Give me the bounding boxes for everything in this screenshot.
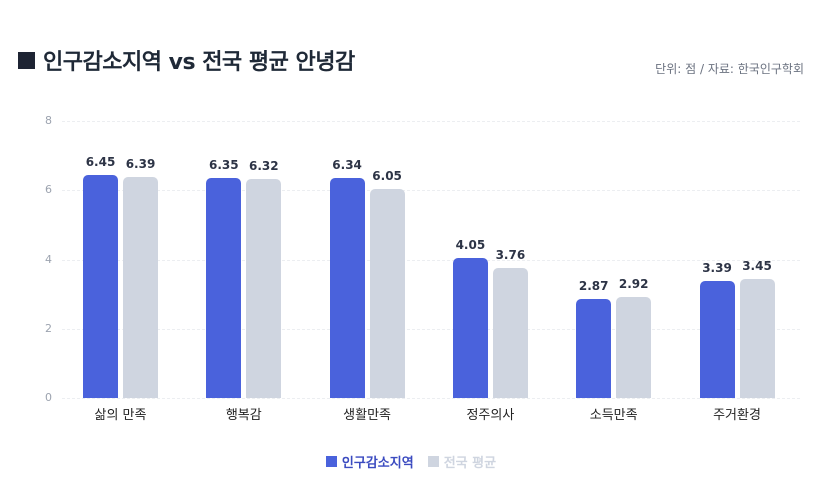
value-label: 3.76 [495,247,526,262]
y-tick-label: 6 [45,183,52,197]
legend-label: 인구감소지역 [341,456,414,471]
x-category-label: 생활만족 [343,408,392,423]
value-label: 6.34 [332,158,362,173]
value-label: 2.92 [618,276,649,291]
bar-depopulation-region[interactable] [83,174,118,398]
x-category-label: 소득만족 [589,408,638,423]
value-label: 2.87 [578,278,609,293]
legend-label: 전국 평균 [443,456,497,471]
bar-depopulation-region[interactable] [206,178,242,398]
bar-national-average[interactable] [369,188,405,398]
legend-item-national-average[interactable]: 전국 평균 [427,452,497,471]
bar-national-average[interactable] [492,267,528,398]
value-label: 6.45 [85,154,116,169]
bar-depopulation-region[interactable] [699,280,735,398]
value-label: 4.05 [455,237,486,252]
x-category-label: 삶의 만족 [94,408,147,423]
y-tick-label: 0 [45,391,52,404]
x-category-label: 행복감 [225,408,262,423]
chart-title-text: 인구감소지역 vs 전국 평균 안녕감 [43,50,355,75]
gridline [62,328,800,330]
bar-national-average[interactable] [616,296,652,398]
gridline [62,121,800,122]
bar-national-average[interactable] [123,176,158,398]
value-label: 3.45 [742,258,772,273]
y-tick-label: 8 [45,114,52,127]
value-label: 3.39 [702,260,732,275]
bar-depopulation-region[interactable] [576,298,612,398]
legend-item-depopulation-region[interactable]: 인구감소지역 [325,452,414,471]
legend-swatch-icon [427,456,439,467]
gridline [62,190,800,192]
y-tick-label: 2 [45,321,52,335]
legend-swatch-icon [325,456,337,467]
bar-national-average[interactable] [739,278,775,398]
chart-legend: 인구감소지역 전국 평균 [0,452,822,471]
value-label: 6.05 [372,168,402,183]
bar-depopulation-region[interactable] [329,178,365,398]
bar-depopulation-region[interactable] [452,257,488,398]
x-category-label: 주거환경 [713,408,761,423]
value-label: 6.32 [248,159,279,174]
chart-title: 인구감소지역 vs 전국 평균 안녕감 [18,44,355,76]
y-tick-label: 4 [45,252,52,266]
value-label: 6.39 [125,156,156,171]
black-square-icon [18,51,35,69]
gridline [62,398,800,399]
gridline [62,259,800,261]
value-label: 6.35 [208,158,239,173]
x-category-label: 정주의사 [466,408,515,423]
bar-national-average[interactable] [246,179,282,398]
source-note: 단위: 점 / 자료: 한국인구학회 [655,62,804,76]
